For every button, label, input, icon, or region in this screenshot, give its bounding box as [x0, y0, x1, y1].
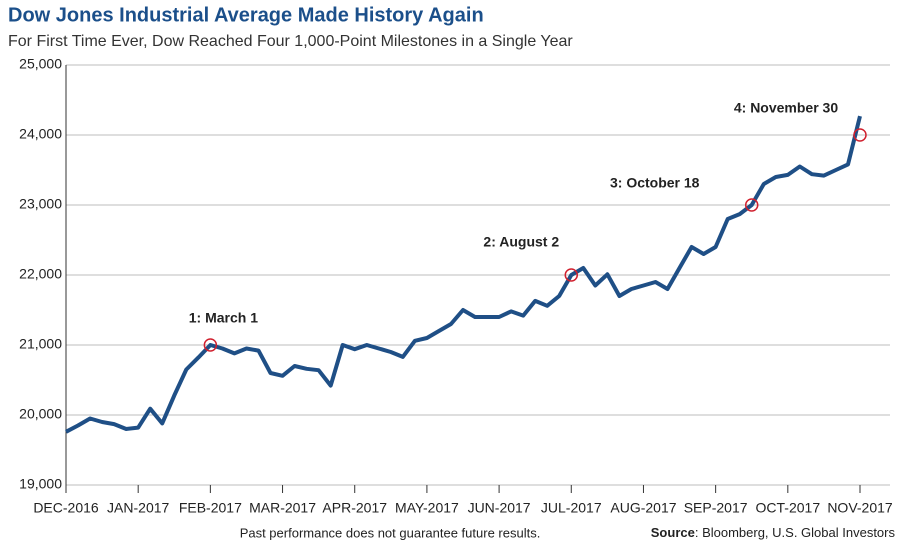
y-tick-label: 21,000 — [19, 336, 62, 352]
x-tick-label: SEP-2017 — [684, 500, 748, 516]
x-tick-label: AUG-2017 — [610, 500, 676, 516]
y-tick-label: 25,000 — [19, 56, 62, 72]
annotation: 4: November 30 — [734, 100, 838, 116]
annotation: 1: March 1 — [189, 310, 258, 326]
annotation: 3: October 18 — [610, 175, 700, 191]
x-tick-label: MAR-2017 — [249, 500, 316, 516]
chart-title: Dow Jones Industrial Average Made Histor… — [8, 4, 484, 26]
x-tick-label: DEC-2016 — [33, 500, 99, 516]
y-tick-label: 19,000 — [19, 476, 62, 492]
x-tick-label: APR-2017 — [322, 500, 387, 516]
source-text: : Bloomberg, U.S. Global Investors — [695, 525, 896, 540]
x-tick-label: JUL-2017 — [541, 500, 602, 516]
y-tick-label: 22,000 — [19, 266, 62, 282]
footnote: Past performance does not guarantee futu… — [240, 525, 541, 540]
milestone-marker — [744, 198, 759, 212]
x-tick-label: OCT-2017 — [756, 500, 821, 516]
y-tick-label: 24,000 — [19, 126, 62, 142]
x-tick-label: MAY-2017 — [395, 500, 459, 516]
line-series — [65, 115, 862, 434]
milestone-marker — [203, 338, 218, 352]
annotation: 2: August 2 — [483, 234, 559, 250]
x-tick-label: NOV-2017 — [827, 500, 893, 516]
source-label: Source — [651, 525, 695, 540]
source: Source: Bloomberg, U.S. Global Investors — [651, 525, 896, 540]
milestone-marker — [564, 268, 579, 282]
y-tick-label: 20,000 — [19, 406, 62, 422]
chart-subtitle: For First Time Ever, Dow Reached Four 1,… — [8, 33, 573, 50]
x-tick-label: JUN-2017 — [468, 500, 531, 516]
y-tick-label: 23,000 — [19, 196, 62, 212]
x-tick-label: FEB-2017 — [179, 500, 242, 516]
x-tick-label: JAN-2017 — [107, 500, 169, 516]
milestone-marker — [853, 128, 867, 142]
